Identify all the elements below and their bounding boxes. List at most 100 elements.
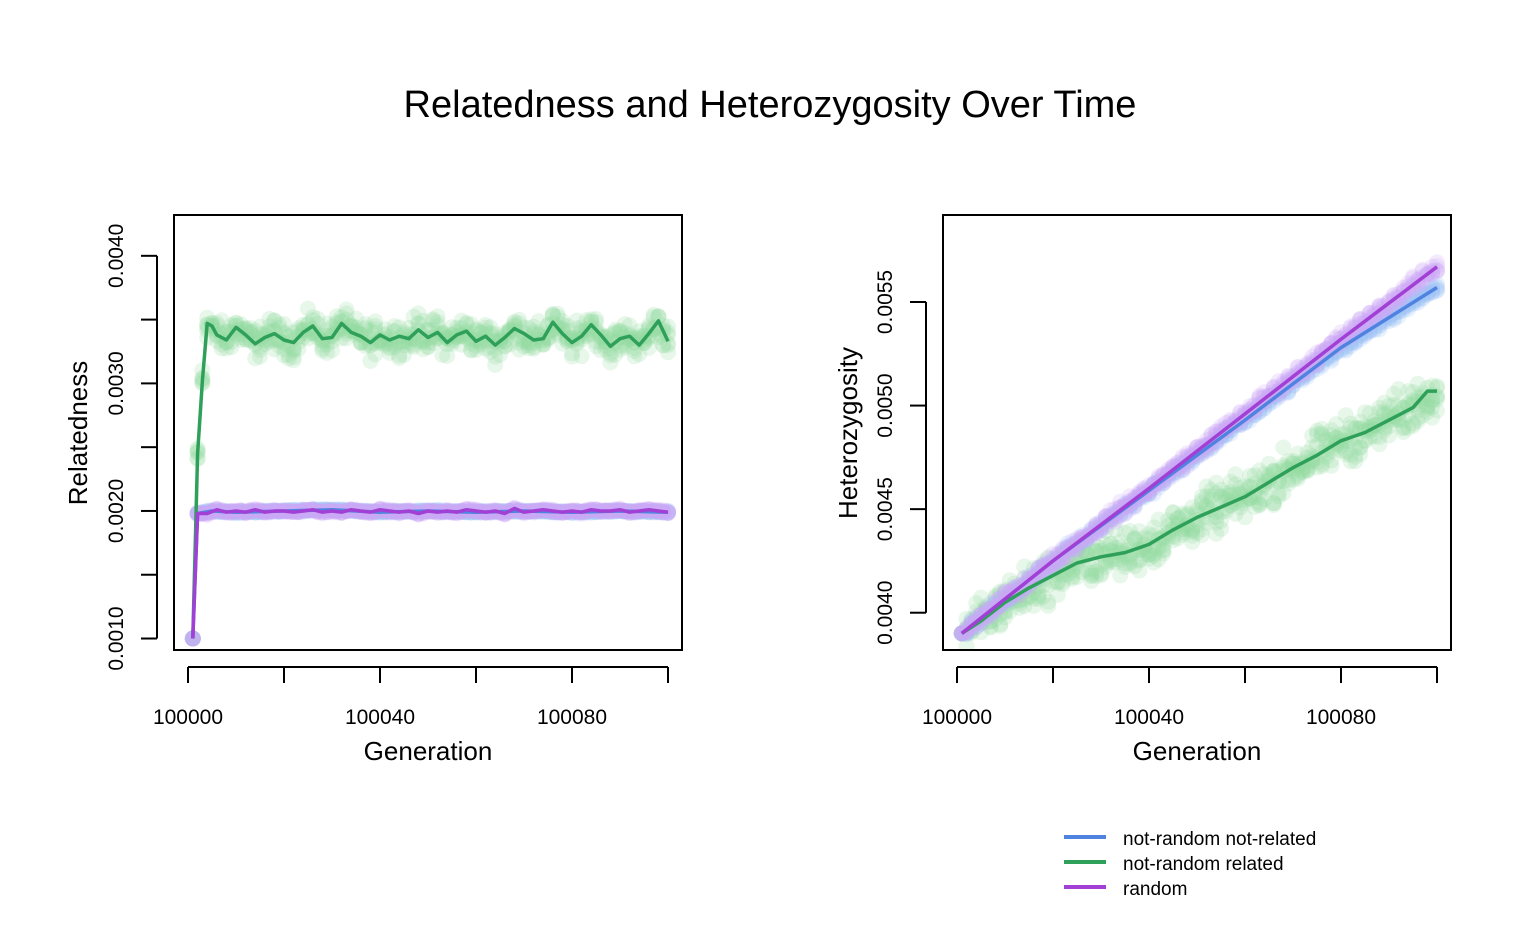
heterozygosity-point-random	[1323, 335, 1340, 352]
relatedness-point-not-random-related	[660, 344, 676, 361]
relatedness-point-not-random-related	[458, 316, 475, 333]
relatedness-point-not-random-related	[367, 335, 384, 351]
heterozygosity-point-random	[1361, 305, 1378, 322]
heterozygosity-point-not-random-related	[1025, 590, 1042, 607]
relatedness-point-not-random-related	[410, 333, 427, 350]
heterozygosity-point-not-random-not-related	[1006, 580, 1023, 596]
heterozygosity-point-not-random-related	[1011, 599, 1028, 616]
heterozygosity-point-not-random-related	[1213, 488, 1229, 505]
heterozygosity-point-not-random-related	[1083, 565, 1100, 582]
heterozygosity-point-not-random-not-related	[1313, 358, 1330, 375]
heterozygosity-point-not-random-related	[1131, 552, 1148, 569]
heterozygosity-point-not-random-related	[1275, 439, 1292, 456]
heterozygosity-point-not-random-related	[1217, 485, 1234, 502]
heterozygosity-point-not-random-related	[1073, 543, 1090, 560]
relatedness-point-not-random-related	[506, 315, 523, 332]
heterozygosity-point-not-random-related	[1117, 555, 1133, 572]
chart-title: Relatedness and Heterozygosity Over Time	[404, 84, 1137, 126]
heterozygosity-point-not-random-related	[1049, 574, 1066, 591]
heterozygosity-point-not-random-related	[1141, 550, 1157, 567]
heterozygosity-point-not-random-related	[1184, 533, 1201, 550]
heterozygosity-point-not-random-related	[1213, 520, 1229, 537]
relatedness-point-not-random-related	[439, 331, 456, 347]
relatedness-point-not-random-related	[391, 350, 408, 366]
heterozygosity-point-not-random-not-related	[1049, 552, 1066, 569]
heterozygosity-point-not-random-related	[1174, 505, 1191, 522]
heterozygosity-point-not-random-related	[1313, 458, 1330, 475]
heterozygosity-point-not-random-related	[1366, 428, 1383, 445]
relatedness-point-not-random-related	[338, 301, 355, 318]
heterozygosity-point-not-random-related	[1213, 481, 1229, 498]
heterozygosity-point-not-random-related	[1361, 405, 1378, 422]
heterozygosity-point-not-random-related	[1309, 426, 1325, 442]
relatedness-point-not-random-related	[453, 312, 470, 329]
heterozygosity-point-random	[1429, 263, 1445, 280]
heterozygosity-y-tick-label: 0.0055	[874, 270, 897, 334]
heterozygosity-point-not-random-related	[1150, 511, 1167, 528]
heterozygosity-point-not-random-related	[1069, 569, 1085, 585]
heterozygosity-point-not-random-related	[1227, 476, 1244, 493]
heterozygosity-point-not-random-related	[1189, 524, 1205, 541]
heterozygosity-point-not-random-related	[968, 603, 985, 620]
heterozygosity-point-random	[1006, 579, 1023, 596]
heterozygosity-point-not-random-related	[1121, 553, 1138, 570]
relatedness-point-not-random-related	[487, 325, 504, 342]
relatedness-point-not-random-related	[482, 319, 499, 336]
relatedness-point-not-random-related	[468, 337, 484, 354]
relatedness-point-not-random-related	[602, 345, 619, 362]
relatedness-point-not-random-related	[357, 316, 374, 333]
heterozygosity-point-not-random-related	[1222, 484, 1239, 501]
relatedness-point-not-random-related	[381, 329, 398, 345]
heterozygosity-point-not-random-related	[1337, 446, 1354, 462]
heterozygosity-point-not-random-related	[1337, 407, 1354, 424]
relatedness-point-not-random-related	[444, 327, 460, 344]
heterozygosity-point-random	[1371, 298, 1388, 315]
heterozygosity-point-random	[1270, 382, 1287, 399]
heterozygosity-point-not-random-related	[1256, 466, 1273, 483]
relatedness-point-not-random-related	[295, 329, 312, 346]
heterozygosity-point-not-random-related	[1001, 603, 1018, 620]
relatedness-x-axis: 100000 100040 100080	[153, 666, 669, 729]
heterozygosity-point-not-random-related	[1117, 558, 1133, 575]
heterozygosity-point-not-random-not-related	[1409, 287, 1426, 304]
heterozygosity-point-random	[1088, 524, 1105, 541]
heterozygosity-point-random	[1313, 342, 1330, 359]
relatedness-point-not-random-related	[645, 306, 662, 323]
heterozygosity-point-not-random-related	[992, 617, 1009, 634]
heterozygosity-point-not-random-related	[1112, 533, 1129, 550]
relatedness-point-not-random-related	[444, 319, 460, 336]
heterozygosity-point-not-random-related	[1049, 586, 1066, 603]
heterozygosity-point-random	[1054, 550, 1071, 567]
heterozygosity-point-random	[1251, 390, 1268, 407]
heterozygosity-point-not-random-not-related	[1045, 557, 1061, 574]
heterozygosity-point-not-random-related	[1208, 514, 1225, 531]
heterozygosity-point-not-random-related	[1371, 429, 1388, 445]
heterozygosity-point-not-random-not-related	[1030, 560, 1047, 577]
heterozygosity-point-random	[1323, 334, 1340, 351]
heterozygosity-point-not-random-related	[1136, 530, 1153, 546]
relatedness-point-not-random-related	[237, 331, 254, 348]
heterozygosity-point-not-random-not-related	[1280, 382, 1297, 399]
relatedness-point-not-random-related	[612, 341, 628, 358]
heterozygosity-point-not-random-related	[1313, 456, 1330, 473]
heterozygosity-point-not-random-related	[1203, 491, 1220, 508]
heterozygosity-point-not-random-not-related	[1285, 372, 1301, 389]
relatedness-point-not-random-related	[549, 324, 566, 341]
relatedness-point-not-random-related	[338, 330, 355, 347]
heterozygosity-point-not-random-related	[1419, 400, 1436, 417]
relatedness-point-not-random-related	[314, 336, 331, 353]
relatedness-point-not-random-related	[319, 344, 336, 361]
relatedness-point-not-random-related	[410, 315, 427, 332]
heterozygosity-point-not-random-related	[1265, 495, 1282, 512]
relatedness-point-not-random-related	[636, 327, 652, 344]
heterozygosity-point-not-random-not-related	[1073, 527, 1090, 544]
heterozygosity-point-random	[1241, 398, 1258, 415]
heterozygosity-point-not-random-related	[1299, 461, 1316, 478]
relatedness-point-not-random-related	[424, 312, 441, 329]
heterozygosity-point-random	[1376, 303, 1393, 320]
relatedness-point-not-random-related	[439, 330, 456, 347]
relatedness-point-not-random-related	[324, 342, 340, 359]
relatedness-point-not-random-related	[487, 333, 504, 350]
relatedness-point-not-random-related	[271, 332, 288, 349]
